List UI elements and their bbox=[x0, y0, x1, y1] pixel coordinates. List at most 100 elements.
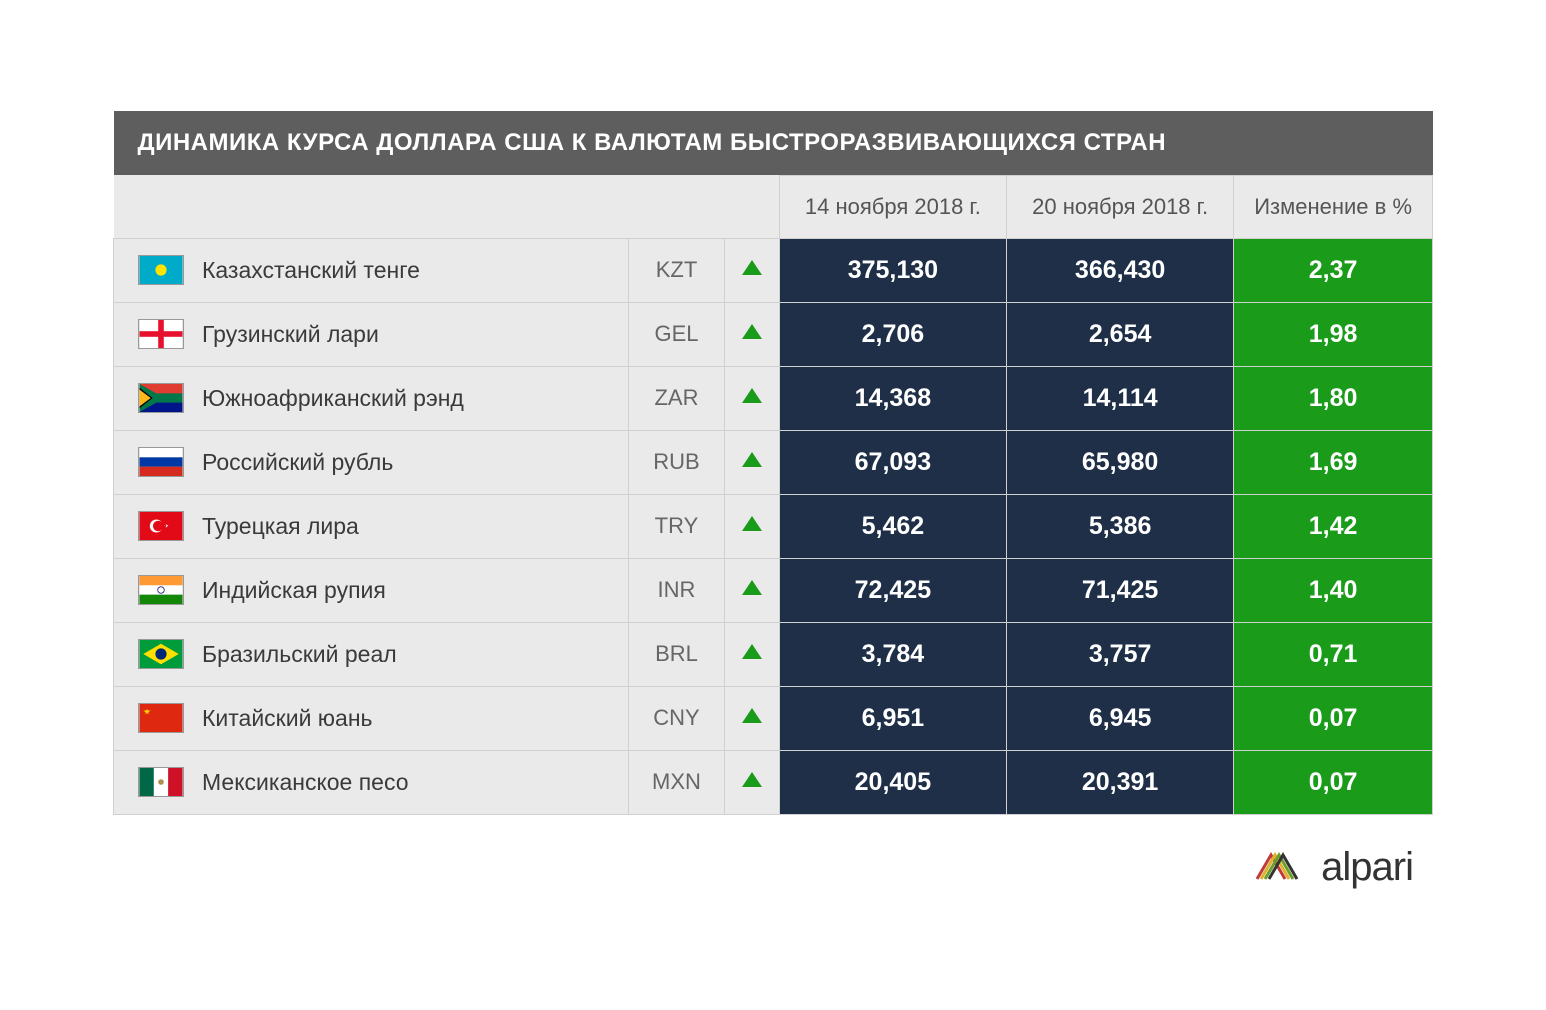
currency-code: ZAR bbox=[629, 366, 724, 430]
currency-table-container: ДИНАМИКА КУРСА ДОЛЛАРА США К ВАЛЮТАМ БЫС… bbox=[113, 111, 1433, 900]
currency-table: ДИНАМИКА КУРСА ДОЛЛАРА США К ВАЛЮТАМ БЫС… bbox=[113, 111, 1433, 815]
currency-name-cell: Бразильский реал bbox=[114, 622, 629, 686]
currency-code: BRL bbox=[629, 622, 724, 686]
value-curr: 65,980 bbox=[1007, 430, 1234, 494]
value-prev: 5,462 bbox=[779, 494, 1006, 558]
currency-name: Мексиканское песо bbox=[202, 769, 409, 796]
value-change: 1,98 bbox=[1234, 302, 1433, 366]
table-row: Индийская рупияINR 72,42571,4251,40 bbox=[114, 558, 1433, 622]
logo-text: alpari bbox=[1321, 845, 1413, 890]
header-blank bbox=[114, 175, 780, 238]
value-prev: 72,425 bbox=[779, 558, 1006, 622]
currency-name-cell: Казахстанский тенге bbox=[114, 238, 629, 302]
table-row: Мексиканское песо MXN 20,40520,3910,07 bbox=[114, 750, 1433, 814]
value-prev: 14,368 bbox=[779, 366, 1006, 430]
trend-cell bbox=[724, 494, 779, 558]
value-change: 1,42 bbox=[1234, 494, 1433, 558]
currency-name-cell: Китайский юань bbox=[114, 686, 629, 750]
trend-up-icon bbox=[742, 260, 762, 275]
trend-cell bbox=[724, 558, 779, 622]
value-prev: 375,130 bbox=[779, 238, 1006, 302]
flag-icon bbox=[138, 703, 184, 733]
flag-icon bbox=[138, 447, 184, 477]
header-date-curr: 20 ноября 2018 г. bbox=[1007, 175, 1234, 238]
currency-name: Бразильский реал bbox=[202, 641, 397, 668]
table-row: Турецкая лира TRY 5,4625,3861,42 bbox=[114, 494, 1433, 558]
logo: alpari bbox=[113, 815, 1433, 900]
flag-icon bbox=[138, 255, 184, 285]
table-row: Бразильский реал BRL 3,7843,7570,71 bbox=[114, 622, 1433, 686]
currency-name: Грузинский лари bbox=[202, 321, 379, 348]
value-curr: 3,757 bbox=[1007, 622, 1234, 686]
flag-icon bbox=[138, 575, 184, 605]
flag-icon bbox=[138, 639, 184, 669]
table-row: Китайский юань CNY 6,9516,9450,07 bbox=[114, 686, 1433, 750]
title-row: ДИНАМИКА КУРСА ДОЛЛАРА США К ВАЛЮТАМ БЫС… bbox=[114, 111, 1433, 176]
header-change: Изменение в % bbox=[1234, 175, 1433, 238]
value-prev: 6,951 bbox=[779, 686, 1006, 750]
trend-up-icon bbox=[742, 580, 762, 595]
trend-up-icon bbox=[742, 516, 762, 531]
value-prev: 67,093 bbox=[779, 430, 1006, 494]
trend-up-icon bbox=[742, 388, 762, 403]
flag-icon bbox=[138, 767, 184, 797]
value-prev: 2,706 bbox=[779, 302, 1006, 366]
currency-name: Российский рубль bbox=[202, 449, 393, 476]
currency-code: TRY bbox=[629, 494, 724, 558]
currency-name-cell: Турецкая лира bbox=[114, 494, 629, 558]
header-row: 14 ноября 2018 г. 20 ноября 2018 г. Изме… bbox=[114, 175, 1433, 238]
value-change: 1,40 bbox=[1234, 558, 1433, 622]
value-curr: 20,391 bbox=[1007, 750, 1234, 814]
flag-icon bbox=[138, 319, 184, 349]
currency-code: GEL bbox=[629, 302, 724, 366]
currency-name-cell: Российский рубль bbox=[114, 430, 629, 494]
value-curr: 366,430 bbox=[1007, 238, 1234, 302]
value-change: 0,71 bbox=[1234, 622, 1433, 686]
value-curr: 14,114 bbox=[1007, 366, 1234, 430]
value-change: 0,07 bbox=[1234, 750, 1433, 814]
value-change: 0,07 bbox=[1234, 686, 1433, 750]
table-row: Казахстанский тенге KZT 375,130366,4302,37 bbox=[114, 238, 1433, 302]
currency-name: Казахстанский тенге bbox=[202, 257, 420, 284]
value-change: 2,37 bbox=[1234, 238, 1433, 302]
value-curr: 2,654 bbox=[1007, 302, 1234, 366]
trend-cell bbox=[724, 750, 779, 814]
table-row: Российский рубль RUB 67,09365,9801,69 bbox=[114, 430, 1433, 494]
trend-cell bbox=[724, 430, 779, 494]
currency-code: MXN bbox=[629, 750, 724, 814]
currency-name: Китайский юань bbox=[202, 705, 373, 732]
currency-code: RUB bbox=[629, 430, 724, 494]
table-title: ДИНАМИКА КУРСА ДОЛЛАРА США К ВАЛЮТАМ БЫС… bbox=[114, 111, 1433, 176]
trend-up-icon bbox=[742, 324, 762, 339]
currency-name-cell: Грузинский лари bbox=[114, 302, 629, 366]
trend-up-icon bbox=[742, 772, 762, 787]
trend-cell bbox=[724, 238, 779, 302]
value-prev: 20,405 bbox=[779, 750, 1006, 814]
value-change: 1,69 bbox=[1234, 430, 1433, 494]
table-row: Грузинский лари GEL 2,7062,6541,98 bbox=[114, 302, 1433, 366]
flag-icon bbox=[138, 511, 184, 541]
value-change: 1,80 bbox=[1234, 366, 1433, 430]
trend-cell bbox=[724, 302, 779, 366]
currency-name-cell: Мексиканское песо bbox=[114, 750, 629, 814]
value-curr: 71,425 bbox=[1007, 558, 1234, 622]
value-curr: 5,386 bbox=[1007, 494, 1234, 558]
currency-name: Южноафриканский рэнд bbox=[202, 385, 464, 412]
trend-up-icon bbox=[742, 452, 762, 467]
currency-name: Турецкая лира bbox=[202, 513, 359, 540]
currency-code: KZT bbox=[629, 238, 724, 302]
trend-cell bbox=[724, 622, 779, 686]
value-prev: 3,784 bbox=[779, 622, 1006, 686]
currency-code: INR bbox=[629, 558, 724, 622]
currency-name-cell: Индийская рупия bbox=[114, 558, 629, 622]
logo-mark-icon bbox=[1253, 845, 1309, 890]
trend-up-icon bbox=[742, 708, 762, 723]
trend-cell bbox=[724, 366, 779, 430]
currency-code: CNY bbox=[629, 686, 724, 750]
table-row: Южноафриканский рэнд ZAR 14,36814,1141,80 bbox=[114, 366, 1433, 430]
currency-name-cell: Южноафриканский рэнд bbox=[114, 366, 629, 430]
header-date-prev: 14 ноября 2018 г. bbox=[779, 175, 1006, 238]
flag-icon bbox=[138, 383, 184, 413]
value-curr: 6,945 bbox=[1007, 686, 1234, 750]
trend-cell bbox=[724, 686, 779, 750]
